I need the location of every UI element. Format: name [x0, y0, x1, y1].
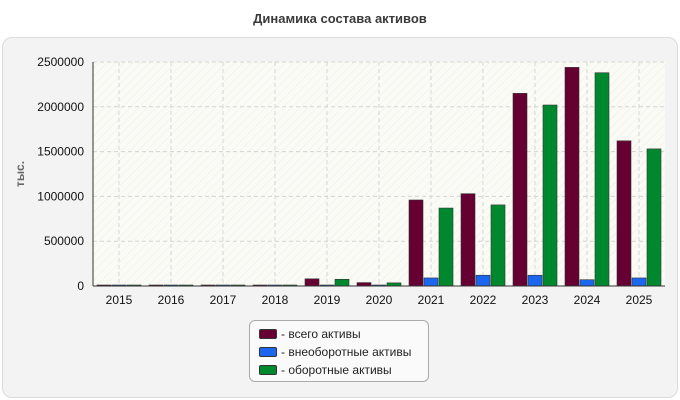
- legend-swatch: [259, 347, 277, 357]
- legend-label: - всего активы: [281, 327, 361, 341]
- legend-item: - внеоборотные активы: [259, 343, 428, 361]
- bar: [356, 282, 372, 287]
- x-tick-label: 2015: [106, 293, 133, 307]
- bar: [646, 148, 662, 287]
- legend-item: - оборотные активы: [259, 361, 428, 379]
- bar: [460, 193, 476, 287]
- y-tick-label: 500000: [44, 234, 84, 248]
- bar: [334, 278, 350, 287]
- y-tick-label: 2000000: [37, 100, 84, 114]
- legend-swatch: [259, 365, 277, 375]
- y-tick-label: 2500000: [37, 55, 84, 69]
- x-tick-labels: 2015 2016 2017 2018 2019 2020 2021 2022 2023 2024…: [106, 293, 653, 307]
- bar: [542, 104, 558, 287]
- x-tick-label: 2021: [418, 293, 445, 307]
- bar: [512, 93, 528, 287]
- legend-label: - оборотные активы: [281, 363, 392, 377]
- bar: [408, 199, 424, 287]
- x-tick-label: 2016: [158, 293, 185, 307]
- bar: [564, 67, 580, 287]
- bar: [616, 140, 632, 287]
- legend: - всего активы - внеоборотные активы - обо…: [249, 320, 429, 382]
- x-tick-label: 2024: [574, 293, 601, 307]
- y-tick-label: 1000000: [37, 189, 84, 203]
- y-tick-labels: 0 500000 1000000 1500000 2000000 2500000: [37, 55, 84, 293]
- bar: [304, 278, 320, 287]
- y-tick-label: 1500000: [37, 145, 84, 159]
- bar: [579, 279, 595, 287]
- x-tick-label: 2018: [262, 293, 289, 307]
- bar: [631, 277, 647, 287]
- bar: [423, 277, 439, 287]
- legend-label: - внеоборотные активы: [281, 345, 412, 359]
- legend-item: - всего активы: [259, 325, 428, 343]
- x-tick-label: 2019: [314, 293, 341, 307]
- x-tick-label: 2017: [210, 293, 237, 307]
- y-tick-label: 0: [77, 279, 84, 293]
- x-tick-label: 2020: [366, 293, 393, 307]
- y-axis-title: тыс.: [13, 161, 27, 187]
- bar: [490, 204, 506, 287]
- x-tick-label: 2025: [626, 293, 653, 307]
- x-tick-label: 2022: [470, 293, 497, 307]
- bar: [527, 274, 543, 287]
- chart-title: Динамика состава активов: [253, 11, 427, 26]
- bar: [438, 207, 454, 287]
- legend-swatch: [259, 329, 277, 339]
- bar: [475, 274, 491, 287]
- bar: [594, 72, 610, 287]
- x-tick-label: 2023: [522, 293, 549, 307]
